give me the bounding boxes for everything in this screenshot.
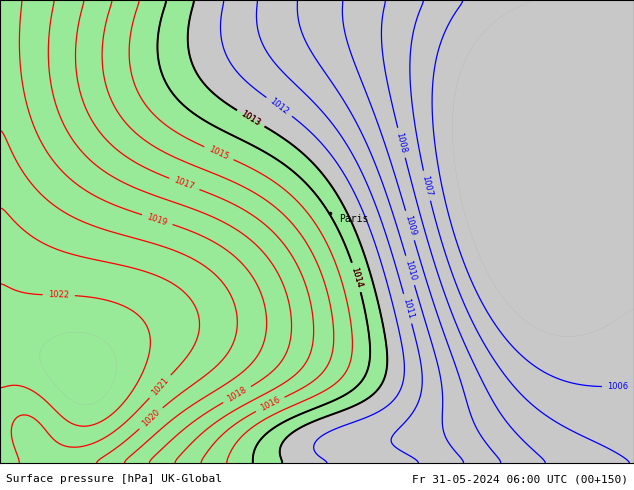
Text: 1022: 1022 xyxy=(48,290,69,300)
Text: 1013: 1013 xyxy=(240,109,262,128)
Text: 1016: 1016 xyxy=(259,395,281,413)
Text: Surface pressure [hPa] UK-Global: Surface pressure [hPa] UK-Global xyxy=(6,474,223,484)
Text: 1015: 1015 xyxy=(207,145,230,162)
Text: 1007: 1007 xyxy=(420,174,434,197)
Text: 1019: 1019 xyxy=(146,212,169,227)
Text: 1014: 1014 xyxy=(349,266,364,289)
Text: Fr 31-05-2024 06:00 UTC (00+150): Fr 31-05-2024 06:00 UTC (00+150) xyxy=(411,474,628,484)
Text: 1018: 1018 xyxy=(226,385,249,404)
Text: 1009: 1009 xyxy=(403,214,417,237)
Text: 1020: 1020 xyxy=(140,408,162,429)
Text: 1014: 1014 xyxy=(349,266,364,289)
Text: 1010: 1010 xyxy=(403,259,417,282)
Text: 1012: 1012 xyxy=(268,97,290,117)
Text: 1011: 1011 xyxy=(401,297,415,320)
Text: 1017: 1017 xyxy=(173,176,196,192)
Text: 1006: 1006 xyxy=(607,382,629,391)
Text: Paris: Paris xyxy=(339,214,368,224)
Text: 1021: 1021 xyxy=(150,376,171,397)
Text: 1013: 1013 xyxy=(240,109,262,128)
Text: 1008: 1008 xyxy=(394,131,408,154)
